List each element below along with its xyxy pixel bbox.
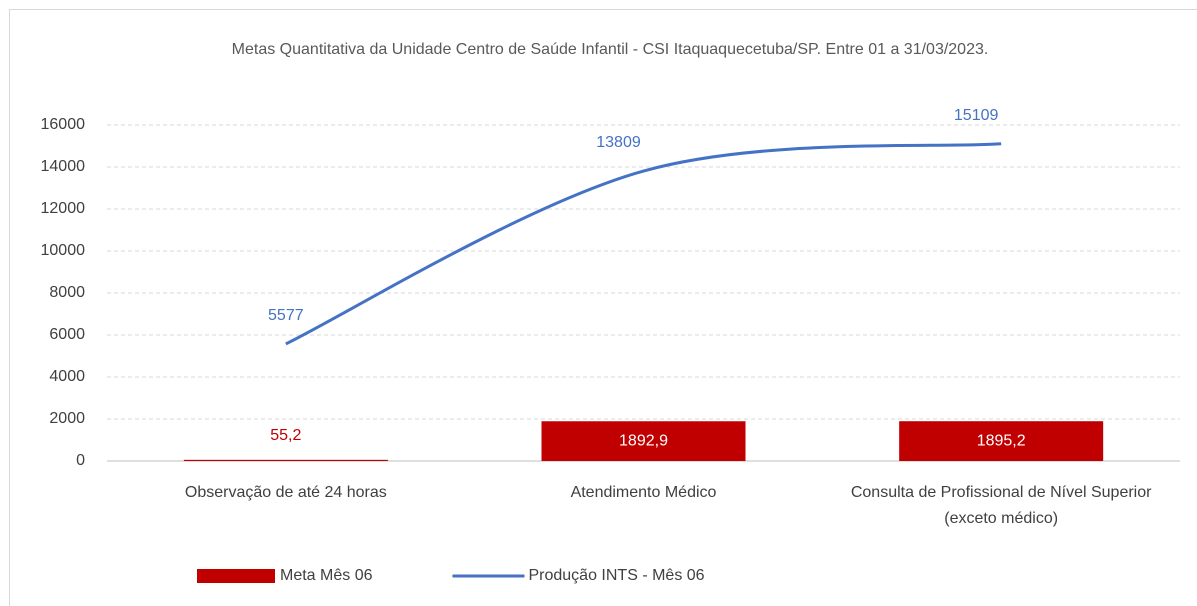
line: [285, 142, 1002, 346]
chart-border: [9, 9, 1197, 606]
x-tick-label: Consulta de Profissional de Nível Superi…: [850, 484, 1152, 527]
bar: [899, 421, 1104, 461]
y-tick-label: 8000: [49, 284, 85, 301]
data-label: 15109: [954, 107, 999, 124]
y-tick-label: 16000: [41, 116, 86, 133]
legend-label: Produção INTS - Mês 06: [528, 567, 704, 584]
y-tick-label: 0: [76, 452, 85, 469]
y-tick-label: 6000: [49, 326, 85, 343]
y-tick-label: 14000: [41, 158, 86, 175]
data-label: 1892,9: [619, 432, 668, 449]
data-label: 1895,2: [977, 432, 1026, 449]
bar: [183, 459, 388, 461]
y-tick-label: 10000: [41, 242, 86, 259]
data-label: 5577: [268, 307, 304, 324]
y-tick-label: 12000: [41, 200, 86, 217]
chart-title: Metas Quantitativa da Unidade Centro de …: [231, 41, 989, 58]
legend-swatch: [197, 569, 275, 583]
y-tick-label: 4000: [49, 368, 85, 385]
x-tick-label: Observação de até 24 horas: [184, 484, 387, 501]
bar: [541, 421, 746, 461]
data-label: 55,2: [270, 427, 301, 444]
x-tick-label: Atendimento Médico: [570, 484, 717, 501]
data-label: 13809: [596, 134, 641, 151]
legend-label: Meta Mês 06: [280, 567, 373, 584]
y-tick-label: 2000: [49, 410, 85, 427]
